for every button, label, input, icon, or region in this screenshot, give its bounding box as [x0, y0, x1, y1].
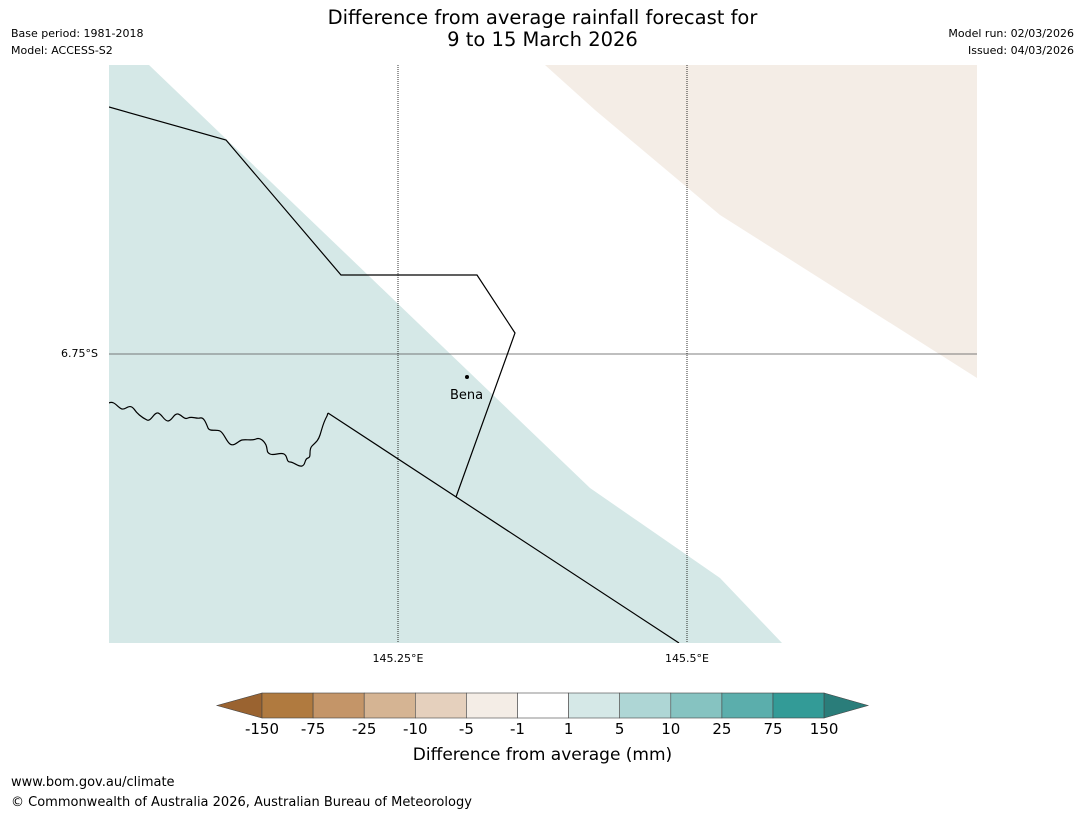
district-boundary-south — [327, 412, 680, 643]
latitude-label: 6.75°S — [61, 347, 98, 360]
colorbar-tick-label: 1 — [563, 720, 574, 738]
colorbar-segment — [466, 692, 518, 719]
colorbar-tick-label: 150 — [809, 720, 839, 738]
colorbar-tick-label: -1 — [510, 720, 525, 738]
map-title-line1: Difference from average rainfall forecas… — [327, 6, 758, 29]
colorbar-segment — [568, 692, 620, 719]
colorbar-tick-label: 5 — [614, 720, 625, 738]
colorbar-tick-label: 10 — [661, 720, 681, 738]
model-name: Model: ACCESS-S2 — [11, 44, 113, 57]
colorbar-segment — [619, 692, 672, 719]
colorbar-tick-label: -25 — [351, 720, 377, 738]
base-period: Base period: 1981-2018 — [11, 27, 144, 40]
colorbar-segment — [517, 692, 569, 719]
place-label-bena: Bena — [450, 388, 484, 403]
colorbar-tick-label: -150 — [244, 720, 280, 738]
town-marker-bena — [465, 375, 469, 379]
colorbar-tick-label: 25 — [712, 720, 732, 738]
colorbar-extend-high — [823, 692, 870, 719]
colorbar-title: Difference from average (mm) — [412, 745, 673, 765]
colorbar-segment — [670, 692, 723, 719]
drier-region — [545, 65, 977, 378]
colorbar-segment — [721, 692, 774, 719]
issued-date: Issued: 04/03/2026 — [967, 44, 1074, 57]
footer-copyright: © Commonwealth of Australia 2026, Austra… — [11, 795, 472, 810]
map-title-line2: 9 to 15 March 2026 — [447, 28, 638, 51]
colorbar — [215, 692, 870, 719]
colorbar-extend-low — [215, 692, 263, 719]
longitude-label-145-25: 145.25°E — [372, 652, 424, 665]
colorbar-tick-label: -10 — [403, 720, 428, 738]
colorbar-tick-label: -5 — [458, 720, 474, 738]
map-title: Difference from average rainfall forecas… — [0, 7, 1085, 51]
longitude-label-145-5: 145.5°E — [665, 652, 709, 665]
footer-url[interactable]: www.bom.gov.au/climate — [11, 775, 175, 790]
colorbar-segment — [261, 692, 314, 719]
colorbar-segment — [772, 692, 825, 719]
colorbar-segment — [363, 692, 416, 719]
river-coastline — [109, 401, 329, 467]
colorbar-tick-label: 75 — [763, 720, 783, 738]
colorbar-tick-label: -75 — [300, 720, 326, 738]
district-boundary — [109, 106, 516, 498]
colorbar-segment — [312, 692, 365, 719]
colorbar-segment — [414, 692, 467, 719]
model-run: Model run: 02/03/2026 — [948, 27, 1074, 40]
